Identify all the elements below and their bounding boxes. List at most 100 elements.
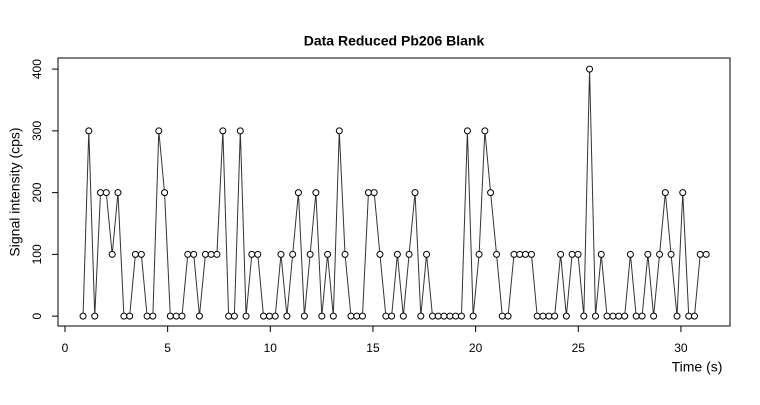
data-point (586, 65, 594, 73)
data-point (230, 312, 238, 320)
y-tick-label: 0 (30, 312, 44, 319)
plot-box (57, 57, 731, 327)
data-point (457, 312, 465, 320)
data-point (225, 312, 233, 320)
data-point (155, 127, 163, 135)
data-point (195, 312, 203, 320)
data-point (329, 312, 337, 320)
data-point (393, 250, 401, 258)
data-point (260, 312, 268, 320)
data-point (201, 250, 209, 258)
data-point (97, 189, 105, 197)
data-point (580, 312, 588, 320)
data-point (615, 312, 623, 320)
data-point (463, 127, 471, 135)
data-point (673, 312, 681, 320)
data-point (597, 250, 605, 258)
data-point (283, 312, 291, 320)
data-point (172, 312, 180, 320)
data-point (452, 312, 460, 320)
x-tick-label: 25 (572, 341, 586, 355)
data-point (475, 250, 483, 258)
data-point (254, 250, 262, 258)
data-point (609, 312, 617, 320)
data-point (498, 312, 506, 320)
data-point (108, 250, 116, 258)
data-point (423, 250, 431, 258)
data-point (539, 312, 547, 320)
data-point (533, 312, 541, 320)
data-point (516, 250, 524, 258)
data-point (656, 250, 664, 258)
data-point (358, 312, 366, 320)
data-point (161, 189, 169, 197)
data-point (481, 127, 489, 135)
data-point (102, 189, 110, 197)
data-point (545, 312, 553, 320)
data-point (265, 312, 273, 320)
data-point (679, 189, 687, 197)
data-point (638, 312, 646, 320)
data-point (504, 312, 512, 320)
data-point (685, 312, 693, 320)
data-point (621, 312, 629, 320)
data-point (370, 189, 378, 197)
data-point (417, 312, 425, 320)
data-point (300, 312, 308, 320)
data-point (568, 250, 576, 258)
x-axis-label: Time (s) (672, 359, 723, 375)
data-point (469, 312, 477, 320)
data-point (382, 312, 390, 320)
data-point (592, 312, 600, 320)
data-point (242, 312, 250, 320)
data-point (428, 312, 436, 320)
data-point (667, 250, 675, 258)
x-tick-label: 5 (164, 341, 171, 355)
data-point (399, 312, 407, 320)
data-point (335, 127, 343, 135)
data-point (178, 312, 186, 320)
x-tick-label: 0 (62, 341, 69, 355)
data-point (271, 312, 279, 320)
data-point (364, 189, 372, 197)
data-point (626, 250, 634, 258)
data-point (376, 250, 384, 258)
data-point (661, 189, 669, 197)
data-point (236, 127, 244, 135)
y-tick-label: 100 (30, 244, 44, 264)
data-point (551, 312, 559, 320)
data-point (143, 312, 151, 320)
data-point (207, 250, 215, 258)
data-point (289, 250, 297, 258)
data-point (184, 250, 192, 258)
x-tick-label: 10 (264, 341, 278, 355)
data-point (574, 250, 582, 258)
data-point (190, 250, 198, 258)
data-point (411, 189, 419, 197)
data-point (603, 312, 611, 320)
x-tick-label: 15 (366, 341, 380, 355)
data-point (114, 189, 122, 197)
data-point (446, 312, 454, 320)
data-point (318, 312, 326, 320)
data-point (324, 250, 332, 258)
data-point (277, 250, 285, 258)
data-point (341, 250, 349, 258)
data-point (166, 312, 174, 320)
y-tick-label: 200 (30, 182, 44, 202)
data-point (79, 312, 87, 320)
data-point (434, 312, 442, 320)
data-point (405, 250, 413, 258)
data-point (388, 312, 396, 320)
data-point (632, 312, 640, 320)
data-point (312, 189, 320, 197)
data-point (487, 189, 495, 197)
data-point (562, 312, 570, 320)
data-point (510, 250, 518, 258)
data-point (493, 250, 501, 258)
data-point (527, 250, 535, 258)
data-point (120, 312, 128, 320)
data-point (219, 127, 227, 135)
data-point (696, 250, 704, 258)
data-point (248, 250, 256, 258)
